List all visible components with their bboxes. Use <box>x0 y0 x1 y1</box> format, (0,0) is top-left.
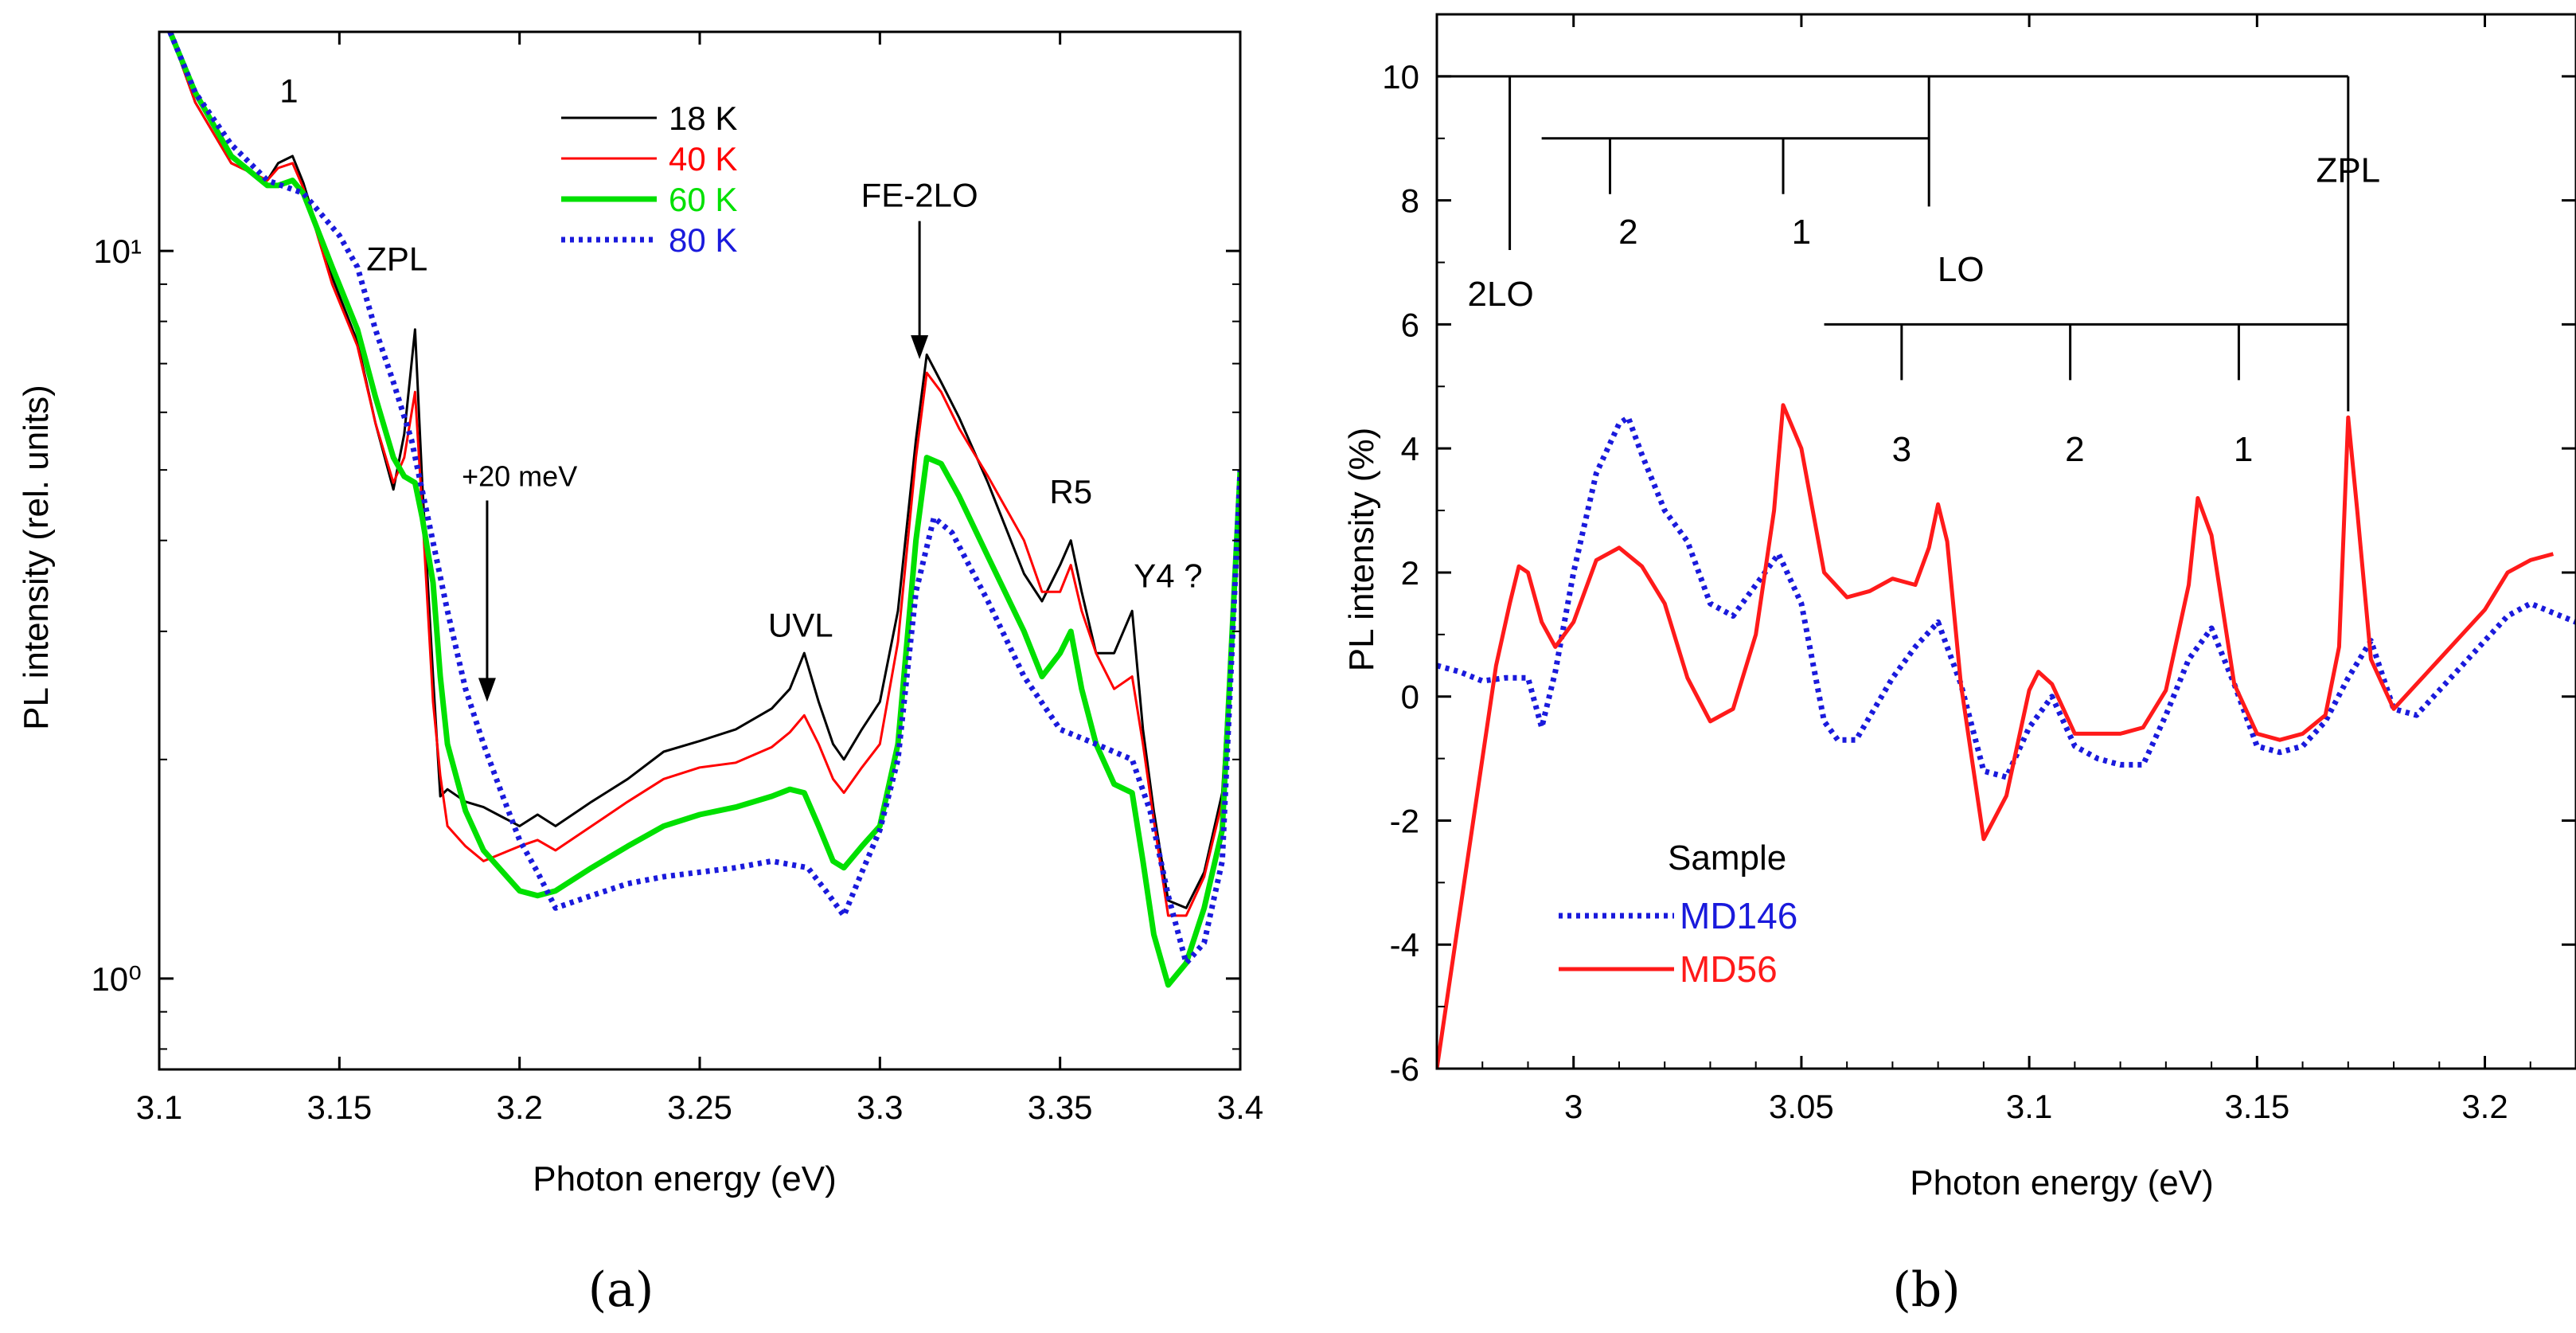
panel-caption-a: (a) <box>588 1262 654 1318</box>
x-tick-label-a: 3.1 <box>136 1089 182 1126</box>
annotations-b: 2LO 2 1 LO ZPL 3 2 1 <box>1468 150 2381 468</box>
x-tick-label-b: 3.2 <box>2461 1088 2508 1125</box>
panel-a: 3.1 3.15 3.2 3.25 3.3 3.35 3.4 10⁰ 10¹ 1 ZPL +20 m… <box>17 30 1263 1318</box>
legend-label-80-k: 80 K <box>669 221 737 259</box>
legend-title-b: Sample <box>1668 838 1786 878</box>
legend-label-md56: MD56 <box>1680 948 1778 990</box>
phonon-ladders-b <box>1437 75 2350 412</box>
annotation-20-mev-a: +20 meV <box>462 459 577 492</box>
annotation-fe-2lo-a: FE-2LO <box>861 177 978 214</box>
panel-caption-b: (b) <box>1892 1262 1960 1318</box>
x-tick-label-a: 3.15 <box>306 1089 372 1126</box>
x-tick-label-b: 3 <box>1564 1088 1583 1125</box>
axes-b: 3 3.05 3.1 3.15 3.2 -6 -4 -2 0 2 4 6 8 10 <box>1382 14 2576 1125</box>
annotation-zpl-b: ZPL <box>2316 150 2380 190</box>
plot-area-b <box>1437 403 2576 1069</box>
y-tick-label-b: 0 <box>1401 678 1419 716</box>
x-tick-label-b: 3.15 <box>2224 1088 2289 1125</box>
x-axis-label-b: Photon energy (eV) <box>1910 1163 2214 1202</box>
y-axis-label-b: PL intensity (%) <box>1342 428 1381 671</box>
legend-label-18-k: 18 K <box>669 100 737 137</box>
annotation-zpl-a: ZPL <box>366 240 427 278</box>
y-tick-label-b: -4 <box>1390 926 1419 964</box>
series-line-60-k <box>167 32 1240 988</box>
series-line-80-k <box>167 32 1240 966</box>
y-axis-label-a: PL intensity (rel. units) <box>17 385 56 730</box>
x-tick-label-a: 3.35 <box>1028 1089 1093 1126</box>
series-group-a <box>167 32 1240 988</box>
plot-area-a <box>167 32 1240 988</box>
x-axis-label-a: Photon energy (eV) <box>533 1159 837 1198</box>
x-tick-label-b: 3.1 <box>2006 1088 2052 1125</box>
legend-label-md146: MD146 <box>1680 895 1797 936</box>
annotation-3-b: 3 <box>1892 430 1911 469</box>
legend-label-60-k: 60 K <box>669 181 737 218</box>
annotations-a: 1 ZPL +20 meV UVL FE-2LO R5 Y4 ? <box>279 72 1203 702</box>
y-tick-label-b: 8 <box>1401 182 1419 220</box>
annotation-2-b: 2 <box>2065 430 2084 469</box>
series-line-40-k <box>169 32 1240 917</box>
y-tick-label-b: 2 <box>1401 554 1419 592</box>
legend-label-40-k: 40 K <box>669 140 737 178</box>
annotation-1-b: 1 <box>2234 430 2253 469</box>
x-tick-label-a: 3.3 <box>857 1089 903 1126</box>
plot-frame-b <box>1435 13 2576 1070</box>
annotation-2lo-b: 2LO <box>1468 275 1534 314</box>
x-tick-label-a: 3.4 <box>1217 1089 1263 1126</box>
y-tick-label-b: 6 <box>1401 306 1419 343</box>
x-tick-label-b: 3.05 <box>1769 1088 1834 1125</box>
annotation-arrow-head <box>478 678 496 702</box>
annotation-arrow-head <box>911 334 929 359</box>
annotation-y4-a: Y4 ? <box>1134 557 1202 594</box>
x-tick-label-a: 3.25 <box>667 1089 732 1126</box>
annotation-2-b: 2 <box>1618 213 1637 252</box>
series-group-b <box>1437 403 2576 1069</box>
legend-b: Sample MD146 MD56 <box>1559 838 1797 990</box>
y-tick-label-b: 10 <box>1382 58 1419 96</box>
y-tick-label-b: -2 <box>1390 802 1419 839</box>
axes-a: 3.1 3.15 3.2 3.25 3.3 3.35 3.4 10⁰ 10¹ <box>91 32 1263 1126</box>
y-tick-label-b: -6 <box>1390 1050 1419 1088</box>
series-line-md56 <box>1437 403 2555 1069</box>
annotation-1-a: 1 <box>279 72 298 110</box>
y-tick-label-b: 4 <box>1401 430 1419 467</box>
x-tick-label-a: 3.2 <box>496 1089 542 1126</box>
legend-a: 18 K40 K60 K80 K <box>561 100 737 259</box>
annotation-r5-a: R5 <box>1049 473 1092 510</box>
annotation-lo-b: LO <box>1938 250 1985 289</box>
annotation-uvl-a: UVL <box>768 607 833 644</box>
annotation-1-b: 1 <box>1792 213 1811 252</box>
y-tick-label-a: 10⁰ <box>91 960 142 998</box>
y-tick-label-a: 10¹ <box>93 233 142 270</box>
